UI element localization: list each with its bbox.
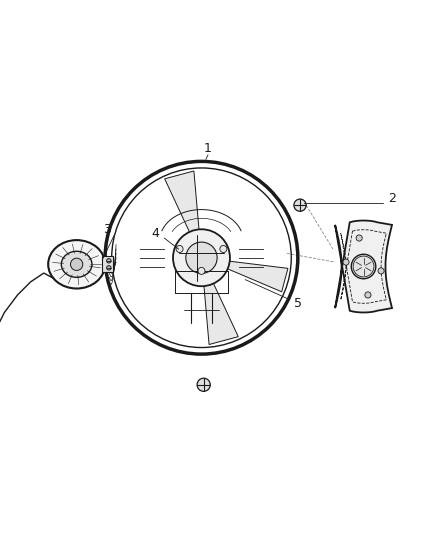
Text: 2: 2 (388, 192, 396, 205)
Ellipse shape (48, 240, 105, 288)
Text: 3: 3 (103, 223, 111, 236)
Circle shape (365, 292, 371, 298)
Polygon shape (102, 256, 113, 272)
Circle shape (351, 254, 376, 279)
Circle shape (294, 199, 306, 211)
Polygon shape (226, 261, 288, 292)
Circle shape (173, 229, 230, 286)
Circle shape (176, 246, 183, 253)
Circle shape (107, 259, 111, 263)
Polygon shape (335, 221, 392, 312)
Circle shape (71, 258, 83, 270)
Circle shape (197, 378, 210, 391)
Circle shape (186, 242, 217, 273)
Circle shape (220, 246, 227, 253)
Text: 1: 1 (204, 142, 212, 155)
Polygon shape (204, 282, 238, 344)
Text: 4: 4 (152, 227, 159, 240)
Ellipse shape (61, 251, 92, 277)
Circle shape (356, 235, 362, 241)
Circle shape (378, 268, 384, 274)
Circle shape (343, 259, 349, 265)
Circle shape (107, 265, 111, 270)
Polygon shape (165, 171, 199, 233)
Text: 5: 5 (294, 297, 302, 310)
Circle shape (198, 268, 205, 274)
